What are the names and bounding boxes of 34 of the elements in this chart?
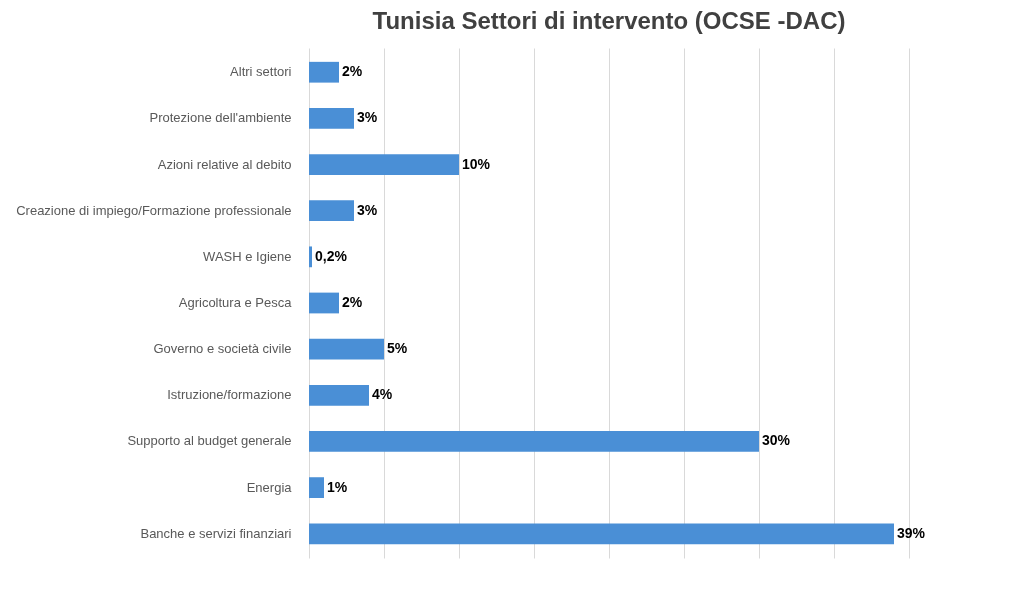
bar [309, 292, 339, 314]
bar [309, 477, 324, 498]
data-label: 39% [897, 524, 926, 541]
bar [309, 384, 369, 406]
y-tick-label: Energia [246, 479, 293, 495]
bar [309, 246, 312, 268]
bar [309, 338, 384, 360]
y-tick-label: Supporto al budget generale [127, 433, 292, 449]
bar [309, 154, 459, 175]
bar [309, 431, 759, 452]
data-label: 2% [342, 63, 363, 80]
bar [309, 108, 354, 129]
data-label: 3% [357, 201, 378, 218]
bar [309, 61, 339, 83]
y-tick-label: Altri settori [230, 64, 292, 80]
y-tick-label: Banche e servizi finanziari [140, 525, 292, 541]
data-label: 10% [462, 155, 491, 172]
data-label: 2% [342, 294, 363, 310]
data-label: 4% [372, 386, 393, 403]
bar [309, 200, 354, 222]
bar [309, 523, 894, 545]
y-tick-label: WASH e Igiene [203, 248, 292, 264]
data-label: 3% [357, 109, 378, 126]
chart-title: Tunisia Settori di intervento (OCSE -DAC) [372, 7, 846, 34]
y-tick-label: Azioni relative al debito [157, 156, 292, 172]
data-label: 1% [327, 478, 348, 495]
y-tick-label: Protezione dell'ambiente [149, 110, 292, 126]
y-tick-label: Istruzione/formazione [167, 387, 292, 403]
data-label: 30% [762, 432, 791, 449]
y-tick-label: Agricoltura e Pesca [178, 295, 293, 310]
data-label: 5% [387, 340, 408, 357]
y-tick-label: Creazione di impiego/Formazione professionale [16, 202, 292, 218]
y-tick-label: Governo e società civile [153, 341, 292, 357]
data-label: 0,2% [315, 247, 348, 264]
